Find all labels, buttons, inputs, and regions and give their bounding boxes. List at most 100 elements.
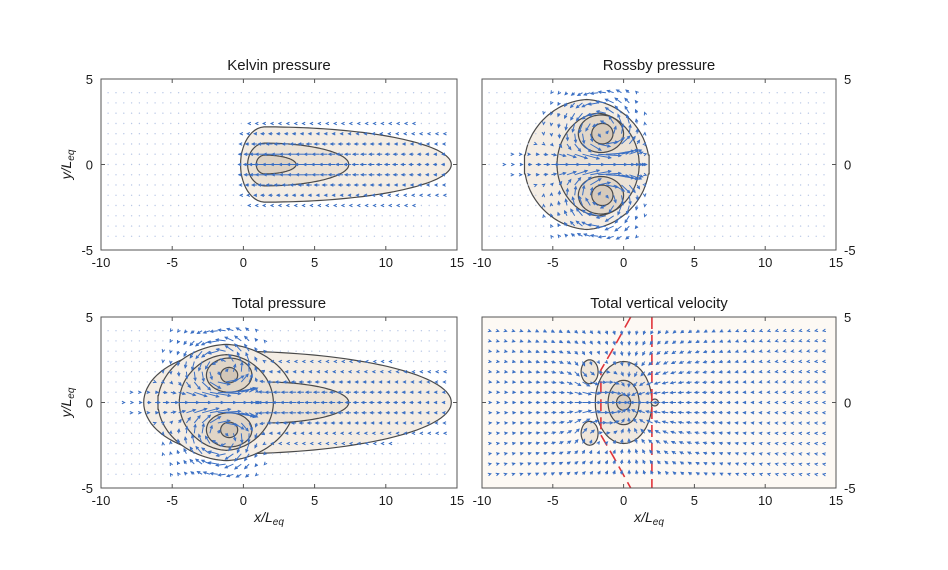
vector-arrowhead xyxy=(627,341,631,346)
vector-dot xyxy=(698,122,701,125)
vector-dot xyxy=(209,235,211,237)
vector-arrowhead xyxy=(604,441,609,445)
vector-dot xyxy=(504,184,506,186)
vector-arrowhead xyxy=(488,431,493,436)
vector-arrowhead xyxy=(774,349,779,353)
vector-dot xyxy=(428,360,430,363)
vector-dot xyxy=(768,225,771,227)
vector-arrowhead xyxy=(649,449,653,454)
vector-arrow xyxy=(194,408,207,414)
vector-arrowhead xyxy=(347,431,352,436)
vector-arrow xyxy=(233,422,244,430)
vector-arrowhead xyxy=(519,452,524,456)
vector-arrowhead xyxy=(311,173,316,177)
vector-arrowhead xyxy=(329,142,334,146)
vector-arrowhead xyxy=(254,152,259,156)
vector-dot xyxy=(420,112,423,114)
vector-dot xyxy=(185,225,188,227)
vector-arrowhead xyxy=(327,152,332,156)
vector-dot xyxy=(729,235,732,237)
vector-arrowhead xyxy=(442,369,447,374)
vector-dot xyxy=(303,102,305,104)
vector-arrowhead xyxy=(278,162,283,167)
vector-dot xyxy=(154,473,156,475)
vector-arrowhead xyxy=(315,131,320,136)
vector-dot xyxy=(753,112,755,114)
vector-dot xyxy=(784,122,786,125)
vector-arrowhead xyxy=(249,427,253,432)
vector-dot xyxy=(397,102,399,104)
vector-arrowhead xyxy=(613,370,618,375)
vector-arrowhead xyxy=(425,142,430,146)
x-tick-label: 10 xyxy=(379,493,393,508)
vector-arrowhead xyxy=(138,400,143,405)
vector-arrow xyxy=(225,422,238,426)
vector-arrowhead xyxy=(634,448,639,453)
vector-arrowhead xyxy=(679,451,684,455)
vector-dot xyxy=(193,225,195,227)
vector-arrowhead xyxy=(645,391,650,395)
vector-arrowhead xyxy=(598,431,603,435)
vector-dot xyxy=(350,330,352,332)
vector-dot xyxy=(737,153,739,155)
vector-dot xyxy=(224,112,227,114)
vector-dot xyxy=(201,163,203,166)
vector-dot xyxy=(311,453,313,455)
vector-dot xyxy=(107,215,109,217)
vector-arrowhead xyxy=(417,400,422,405)
vector-arrowhead xyxy=(604,330,608,335)
vector-dot xyxy=(436,235,438,237)
vector-arrowhead xyxy=(613,430,618,435)
vector-arrowhead xyxy=(570,116,574,121)
vector-dot xyxy=(542,225,545,227)
vector-arrowhead xyxy=(339,193,344,198)
vector-dot xyxy=(287,235,289,237)
vector-arrowhead xyxy=(774,462,779,466)
vector-arrowhead xyxy=(543,339,548,343)
vector-arrowhead xyxy=(401,390,406,394)
vector-dot xyxy=(698,102,701,104)
vector-arrowhead xyxy=(441,183,446,187)
vector-dot xyxy=(823,174,825,176)
vector-dot xyxy=(807,153,810,155)
vector-dot xyxy=(248,112,250,114)
vector-dot xyxy=(496,143,498,145)
vector-dot xyxy=(745,225,747,227)
vector-arrow xyxy=(236,352,242,362)
vector-dot xyxy=(389,473,391,475)
vector-dot xyxy=(365,215,368,217)
vector-dot xyxy=(683,235,685,237)
vector-dot xyxy=(138,122,141,125)
vector-dot xyxy=(224,133,227,135)
vector-arrowhead xyxy=(569,410,574,414)
vector-dot xyxy=(815,184,817,186)
vector-arrowhead xyxy=(156,400,161,405)
vector-dot xyxy=(737,143,739,145)
vector-dot xyxy=(737,184,739,186)
vector-dot xyxy=(784,133,786,135)
vector-dot xyxy=(706,184,708,186)
vector-arrowhead xyxy=(408,152,413,156)
vector-dot xyxy=(768,112,771,114)
vector-dot xyxy=(761,215,763,217)
vector-arrow xyxy=(628,136,636,145)
vector-dot xyxy=(504,102,506,104)
vector-dot xyxy=(729,215,732,217)
vector-dot xyxy=(358,350,360,352)
vector-dot xyxy=(138,184,141,186)
vector-arrowhead xyxy=(433,183,438,187)
vector-dot xyxy=(496,133,498,135)
vector-arrowhead xyxy=(356,203,361,208)
vector-arrowhead xyxy=(582,460,586,465)
vector-arrowhead xyxy=(669,410,674,415)
vector-arrowhead xyxy=(578,195,582,200)
vector-dot xyxy=(690,122,693,125)
vector-dot xyxy=(768,235,771,237)
vector-arrowhead xyxy=(226,419,231,423)
vector-dot xyxy=(729,194,732,196)
vector-dot xyxy=(217,112,219,114)
vector-dot xyxy=(162,225,164,227)
vector-arrowhead xyxy=(411,121,416,126)
vector-arrowhead xyxy=(488,390,493,394)
vector-dot xyxy=(381,463,383,465)
